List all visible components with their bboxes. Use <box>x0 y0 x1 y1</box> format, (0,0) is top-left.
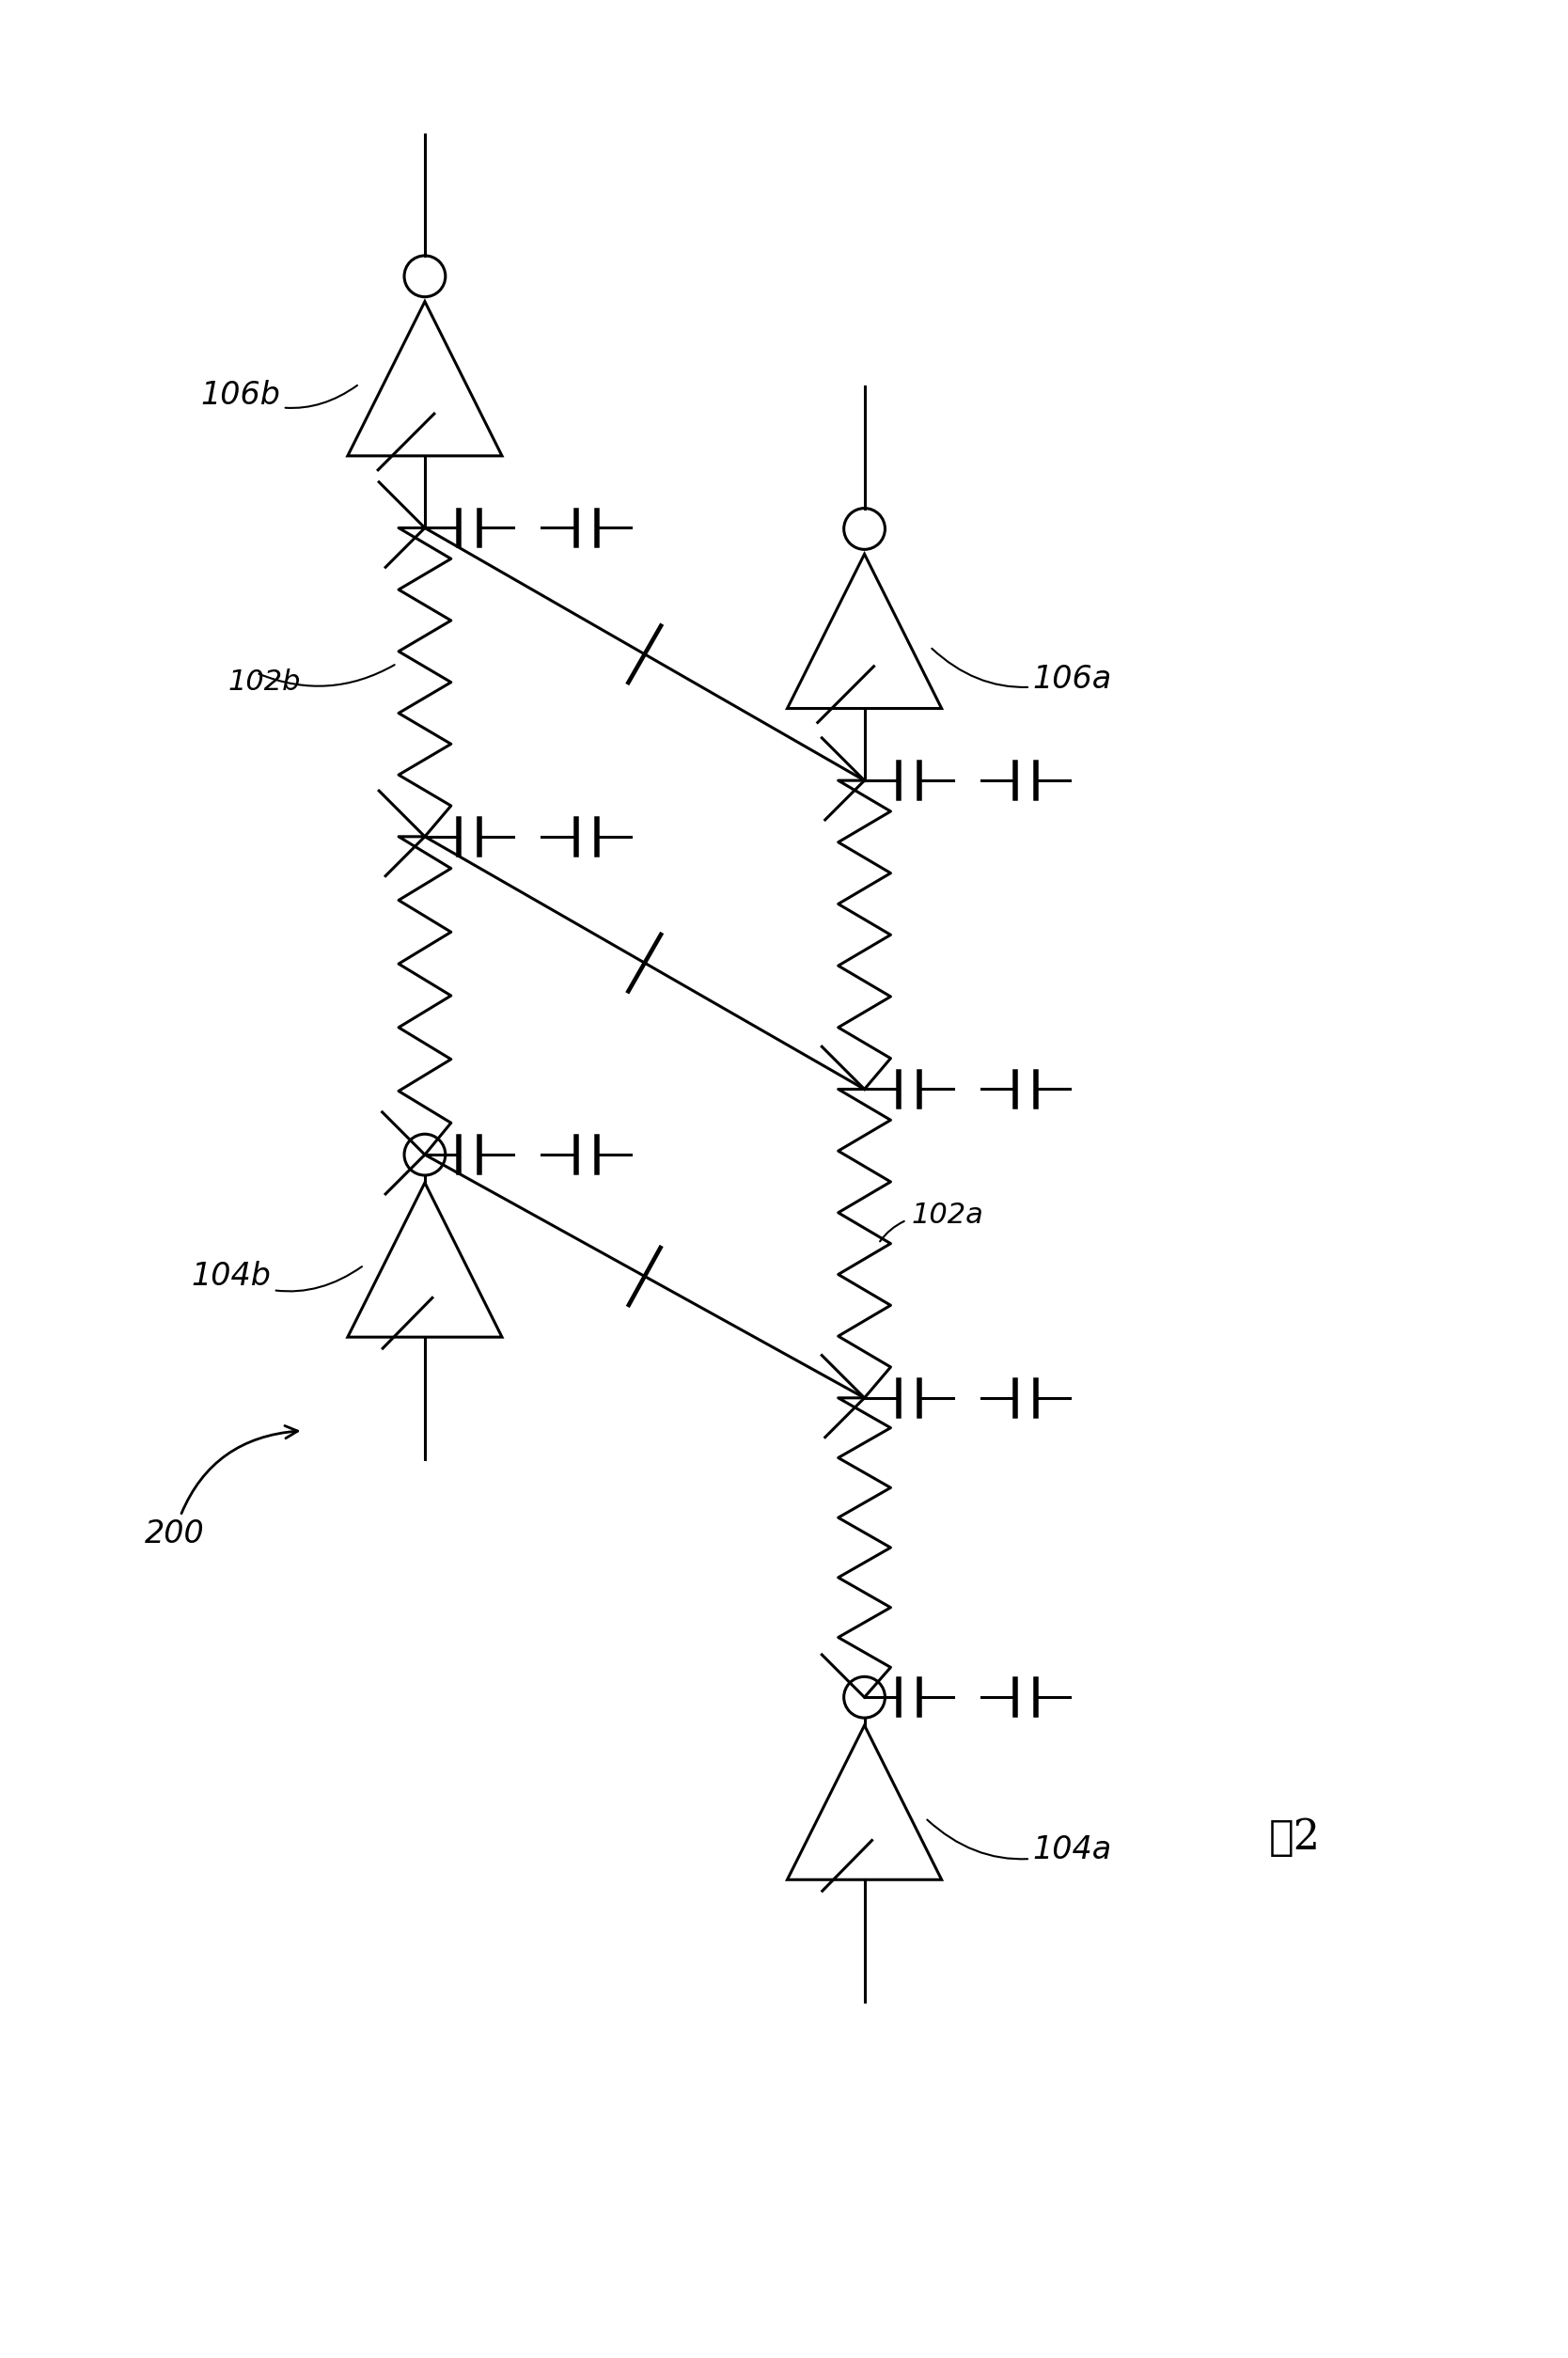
Text: 200: 200 <box>144 1427 298 1549</box>
Text: 106b: 106b <box>201 380 358 410</box>
Text: 102a: 102a <box>911 1203 983 1229</box>
Text: 图2: 图2 <box>1269 1818 1320 1858</box>
Text: 102b: 102b <box>229 670 301 696</box>
Text: 106a: 106a <box>931 648 1112 696</box>
Text: 104b: 104b <box>191 1262 362 1292</box>
Text: 104a: 104a <box>927 1820 1112 1865</box>
